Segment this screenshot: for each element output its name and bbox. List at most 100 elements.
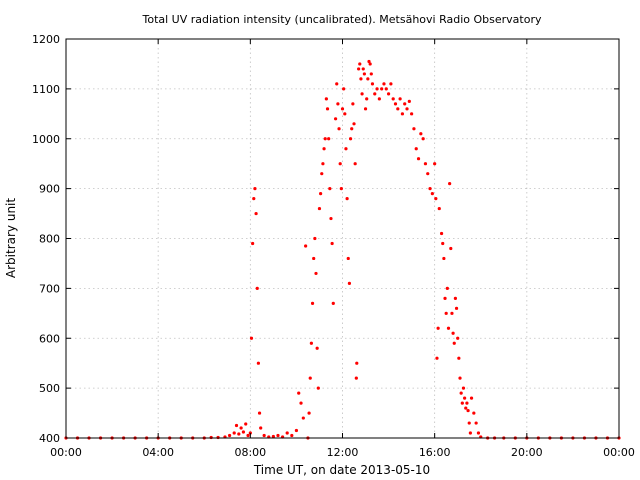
y-tick-label: 600	[39, 332, 60, 345]
data-point	[456, 336, 460, 340]
data-point	[370, 82, 375, 86]
data-point	[368, 62, 372, 66]
data-point	[321, 162, 325, 166]
data-point	[474, 421, 478, 425]
data-point	[312, 256, 316, 261]
y-tick-label: 1200	[32, 33, 60, 46]
data-point	[358, 62, 362, 66]
data-point	[327, 137, 331, 141]
data-point	[469, 396, 474, 400]
data-point	[416, 157, 421, 161]
data-point	[347, 281, 352, 285]
data-point	[255, 286, 259, 290]
data-point	[441, 241, 445, 246]
data-point	[357, 67, 361, 71]
data-point	[421, 137, 425, 141]
data-point	[314, 271, 318, 276]
data-point	[239, 426, 243, 430]
data-point	[463, 396, 467, 400]
data-point	[472, 411, 476, 415]
data-point	[241, 430, 246, 434]
x-tick-label: 16:00	[419, 446, 451, 459]
data-point	[309, 341, 313, 345]
data-point	[328, 187, 332, 191]
chart-title: Total UV radiation intensity (uncalibrat…	[142, 13, 542, 26]
data-point	[310, 301, 315, 305]
y-tick-labels: 400 500 600 700 800 900 1000 1100 1200	[32, 33, 60, 445]
data-point	[350, 127, 354, 131]
data-point	[362, 72, 366, 76]
data-point	[320, 172, 324, 176]
data-point	[426, 172, 430, 176]
y-tick-label: 1000	[32, 133, 60, 146]
data-point	[365, 97, 369, 101]
data-point	[446, 326, 451, 330]
data-point	[322, 147, 326, 151]
data-point	[351, 102, 355, 106]
data-point	[434, 197, 438, 201]
data-point	[271, 434, 275, 439]
data-point	[367, 59, 371, 64]
data-point	[465, 401, 469, 405]
data-point	[452, 341, 456, 345]
grid	[66, 39, 619, 438]
data-point	[361, 67, 365, 71]
data-point	[375, 87, 379, 91]
x-tick-label: 00:00	[603, 446, 635, 459]
x-tick-label: 12:00	[327, 446, 359, 459]
x-tick-label: 00:00	[50, 446, 82, 459]
data-point	[363, 107, 368, 111]
data-point	[333, 117, 338, 121]
y-tick-label: 900	[39, 183, 60, 196]
data-point	[251, 241, 255, 246]
data-point	[355, 361, 359, 365]
data-point	[436, 326, 440, 330]
data-point	[354, 376, 358, 380]
x-tick-label: 04:00	[142, 446, 174, 459]
data-point	[412, 127, 416, 131]
data-points	[64, 59, 621, 440]
data-point	[325, 107, 330, 111]
data-point	[315, 346, 319, 350]
data-point	[276, 433, 280, 438]
data-point	[316, 386, 320, 390]
data-point	[297, 391, 301, 395]
data-point	[301, 416, 305, 420]
data-point	[330, 241, 334, 246]
data-point	[391, 97, 395, 101]
data-point	[331, 301, 335, 305]
data-point	[398, 97, 402, 101]
x-tick-labels: 00:00 04:00 08:00 12:00 16:00 20:00 00:00	[50, 446, 635, 459]
data-point	[444, 311, 448, 315]
data-point	[461, 386, 466, 390]
x-tick-label: 20:00	[511, 446, 543, 459]
data-point	[403, 102, 407, 106]
data-point	[458, 376, 462, 380]
data-point	[405, 107, 409, 111]
data-point	[348, 137, 353, 141]
data-point	[453, 296, 458, 300]
data-point	[344, 147, 348, 151]
data-point	[460, 401, 464, 405]
data-point	[346, 256, 350, 261]
data-point	[410, 112, 414, 116]
data-point	[257, 411, 262, 415]
data-point	[373, 92, 377, 96]
data-point	[237, 432, 241, 436]
data-point	[445, 286, 449, 290]
data-point	[389, 82, 393, 86]
data-point	[232, 431, 236, 435]
axis-ticks	[65, 38, 620, 439]
data-point	[227, 433, 232, 438]
data-point	[437, 206, 441, 211]
data-point	[442, 256, 446, 261]
data-point	[290, 433, 294, 438]
data-point	[382, 82, 386, 86]
data-point	[256, 361, 260, 365]
data-point	[262, 433, 266, 438]
data-point	[307, 411, 311, 415]
data-point	[459, 391, 463, 395]
data-point	[234, 423, 239, 428]
data-point	[439, 231, 444, 236]
data-point	[336, 102, 340, 106]
